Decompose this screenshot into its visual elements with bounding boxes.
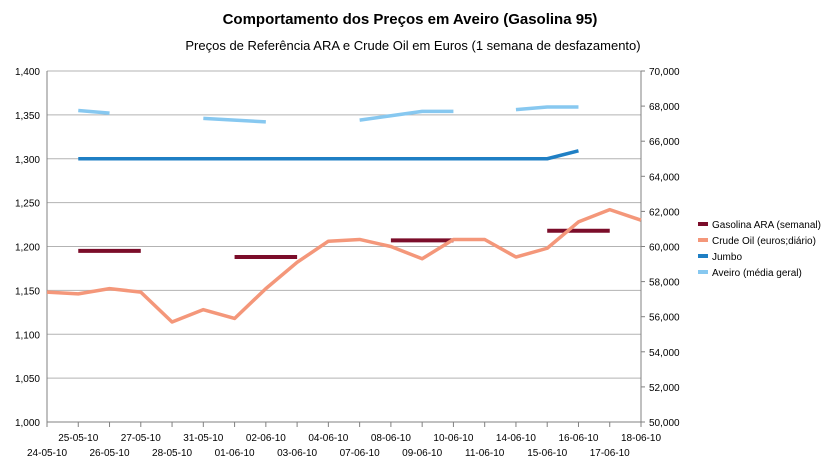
x-tick-label: 11-06-10 bbox=[465, 448, 505, 459]
x-tick-label: 14-06-10 bbox=[496, 433, 536, 444]
y-right-tick-label: 54,000 bbox=[649, 348, 680, 359]
x-tick-label: 26-05-10 bbox=[90, 448, 130, 459]
y-right-tick-label: 50,000 bbox=[649, 418, 680, 429]
y-right-tick-label: 66,000 bbox=[649, 137, 680, 148]
y-right-tick-label: 52,000 bbox=[649, 383, 680, 394]
x-tick-label: 07-06-10 bbox=[340, 448, 380, 459]
series-line bbox=[78, 105, 579, 124]
legend-swatch bbox=[698, 270, 708, 274]
x-axis-ticks: 24-05-10 25-05-10 26-05-10 27-05-10 28-05-10… bbox=[27, 422, 661, 459]
y-right-tick-label: 70,000 bbox=[649, 67, 680, 78]
x-tick-label: 03-06-10 bbox=[277, 448, 317, 459]
x-tick-label: 04-06-10 bbox=[308, 433, 348, 444]
x-tick-label: 28-05-10 bbox=[152, 448, 192, 459]
legend: Gasolina ARA (semanal) Crude Oil (euros;d… bbox=[698, 220, 821, 279]
y-left-tick-label: 1,400 bbox=[15, 67, 40, 78]
legend-swatch bbox=[698, 222, 708, 226]
x-tick-label: 17-06-10 bbox=[590, 448, 630, 459]
series-group bbox=[46, 105, 642, 324]
x-tick-label: 18-06-10 bbox=[621, 433, 661, 444]
y-left-tick-label: 1,050 bbox=[15, 374, 40, 385]
y-right-tick-label: 64,000 bbox=[649, 172, 680, 183]
x-tick-label: 01-06-10 bbox=[215, 448, 255, 459]
y-right-tick-label: 62,000 bbox=[649, 207, 680, 218]
y-left-tick-label: 1,300 bbox=[15, 155, 40, 166]
y-right-tick-label: 56,000 bbox=[649, 313, 680, 324]
right-axis-ticks: 50,000 52,000 54,000 56,000 58,000 60,000 62,0… bbox=[641, 67, 680, 429]
y-left-tick-label: 1,100 bbox=[15, 330, 40, 341]
y-right-tick-label: 60,000 bbox=[649, 243, 680, 254]
x-tick-label: 10-06-10 bbox=[433, 433, 473, 444]
x-tick-label: 15-06-10 bbox=[527, 448, 567, 459]
x-tick-label: 24-05-10 bbox=[27, 448, 67, 459]
y-left-tick-label: 1,250 bbox=[15, 199, 40, 210]
x-tick-label: 31-05-10 bbox=[183, 433, 223, 444]
legend-swatch bbox=[698, 238, 708, 242]
legend-swatch bbox=[698, 254, 708, 258]
x-tick-label: 09-06-10 bbox=[402, 448, 442, 459]
y-left-tick-label: 1,350 bbox=[15, 111, 40, 122]
left-axis-ticks: 1,000 1,050 1,100 1,150 1,200 1,250 1,300 1,350… bbox=[15, 67, 40, 429]
legend-label: Jumbo bbox=[712, 252, 742, 263]
y-right-tick-label: 68,000 bbox=[649, 102, 680, 113]
y-left-tick-label: 1,000 bbox=[15, 418, 40, 429]
x-tick-label: 25-05-10 bbox=[58, 433, 98, 444]
y-right-tick-label: 58,000 bbox=[649, 278, 680, 289]
y-left-tick-label: 1,200 bbox=[15, 243, 40, 254]
legend-label: Aveiro (média geral) bbox=[712, 268, 802, 279]
series-line bbox=[46, 207, 642, 324]
series-line bbox=[78, 149, 579, 161]
y-left-tick-label: 1,150 bbox=[15, 286, 40, 297]
chart-title: Comportamento dos Preços em Aveiro (Gaso… bbox=[223, 11, 598, 28]
chart-subtitle: Preços de Referência ARA e Crude Oil em … bbox=[185, 38, 640, 53]
x-tick-label: 27-05-10 bbox=[121, 433, 161, 444]
legend-label: Crude Oil (euros;diário) bbox=[712, 236, 816, 247]
legend-label: Gasolina ARA (semanal) bbox=[712, 220, 821, 231]
x-tick-label: 16-06-10 bbox=[558, 433, 598, 444]
x-tick-label: 08-06-10 bbox=[371, 433, 411, 444]
x-tick-label: 02-06-10 bbox=[246, 433, 286, 444]
